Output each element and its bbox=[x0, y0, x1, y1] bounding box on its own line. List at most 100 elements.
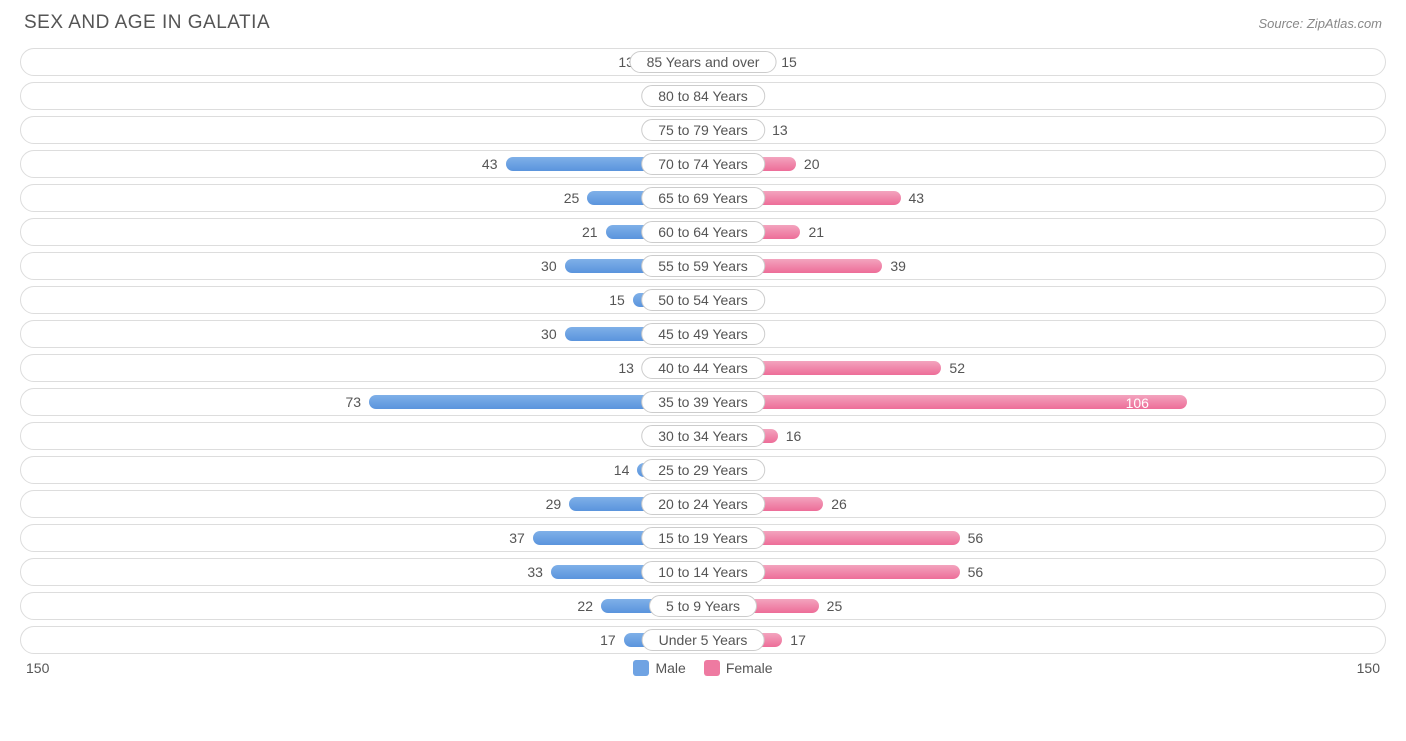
female-value: 39 bbox=[882, 258, 914, 274]
male-half: 30 bbox=[21, 253, 703, 279]
female-half: 43 bbox=[703, 185, 1385, 211]
male-half: 22 bbox=[21, 593, 703, 619]
male-half: 13 bbox=[21, 355, 703, 381]
female-half: 15 bbox=[703, 49, 1385, 75]
chart-row: 5680 to 84 Years bbox=[20, 82, 1386, 110]
male-half: 21 bbox=[21, 219, 703, 245]
age-group-label: 65 to 69 Years bbox=[641, 187, 765, 209]
female-half: 8 bbox=[703, 287, 1385, 313]
chart-row: 73 106 35 to 39 Years bbox=[20, 388, 1386, 416]
axis-max-left: 150 bbox=[26, 660, 49, 676]
chart-row: 15 850 to 54 Years bbox=[20, 286, 1386, 314]
male-value: 33 bbox=[519, 564, 551, 580]
female-half: 13 bbox=[703, 117, 1385, 143]
age-group-label: Under 5 Years bbox=[642, 629, 765, 651]
female-value: 106 bbox=[1118, 395, 1157, 411]
chart-row: 37 56 15 to 19 Years bbox=[20, 524, 1386, 552]
age-group-label: 30 to 34 Years bbox=[641, 425, 765, 447]
chart-row: 30 39 55 to 59 Years bbox=[20, 252, 1386, 280]
chart-row: 30 945 to 49 Years bbox=[20, 320, 1386, 348]
female-half: 9 bbox=[703, 321, 1385, 347]
female-bar: 106 bbox=[705, 395, 1187, 409]
female-half: 25 bbox=[703, 593, 1385, 619]
female-half: 26 bbox=[703, 491, 1385, 517]
legend-item-male: Male bbox=[633, 660, 685, 676]
chart-row: 7 16 30 to 34 Years bbox=[20, 422, 1386, 450]
legend-male-label: Male bbox=[655, 660, 685, 676]
male-value: 15 bbox=[601, 292, 633, 308]
female-value: 21 bbox=[800, 224, 832, 240]
male-half: 29 bbox=[21, 491, 703, 517]
female-value: 56 bbox=[960, 530, 992, 546]
male-half: 30 bbox=[21, 321, 703, 347]
male-half: 4 bbox=[21, 117, 703, 143]
female-value: 25 bbox=[819, 598, 851, 614]
male-value: 14 bbox=[606, 462, 638, 478]
female-half: 6 bbox=[703, 83, 1385, 109]
chart-row: 1717Under 5 Years bbox=[20, 626, 1386, 654]
male-value: 30 bbox=[533, 326, 565, 342]
age-group-label: 70 to 74 Years bbox=[641, 153, 765, 175]
female-half: 16 bbox=[703, 423, 1385, 449]
chart-row: 14525 to 29 Years bbox=[20, 456, 1386, 484]
male-value: 13 bbox=[610, 360, 642, 376]
chart-row: 33 56 10 to 14 Years bbox=[20, 558, 1386, 586]
age-group-label: 75 to 79 Years bbox=[641, 119, 765, 141]
chart-footer: 150 Male Female 150 bbox=[20, 660, 1386, 676]
female-value: 52 bbox=[941, 360, 973, 376]
male-half: 5 bbox=[21, 83, 703, 109]
population-pyramid-chart: 131585 Years and over5680 to 84 Years413… bbox=[20, 48, 1386, 654]
chart-row: 25 43 65 to 69 Years bbox=[20, 184, 1386, 212]
chart-row: 13 1585 Years and over bbox=[20, 48, 1386, 76]
male-half: 15 bbox=[21, 287, 703, 313]
age-group-label: 5 to 9 Years bbox=[649, 595, 757, 617]
male-value: 30 bbox=[533, 258, 565, 274]
male-half: 17 bbox=[21, 627, 703, 653]
male-swatch-icon bbox=[633, 660, 649, 676]
age-group-label: 40 to 44 Years bbox=[641, 357, 765, 379]
female-value: 26 bbox=[823, 496, 855, 512]
age-group-label: 25 to 29 Years bbox=[641, 459, 765, 481]
axis-max-right: 150 bbox=[1357, 660, 1380, 676]
male-half: 37 bbox=[21, 525, 703, 551]
male-value: 73 bbox=[338, 394, 370, 410]
age-group-label: 60 to 64 Years bbox=[641, 221, 765, 243]
female-half: 52 bbox=[703, 355, 1385, 381]
legend-item-female: Female bbox=[704, 660, 773, 676]
chart-row: 292620 to 24 Years bbox=[20, 490, 1386, 518]
female-half: 17 bbox=[703, 627, 1385, 653]
female-half: 39 bbox=[703, 253, 1385, 279]
male-value: 37 bbox=[501, 530, 533, 546]
chart-row: 13 52 40 to 44 Years bbox=[20, 354, 1386, 382]
chart-row: 41375 to 79 Years bbox=[20, 116, 1386, 144]
female-half: 56 bbox=[703, 559, 1385, 585]
male-half: 14 bbox=[21, 457, 703, 483]
legend-female-label: Female bbox=[726, 660, 773, 676]
age-group-label: 85 Years and over bbox=[630, 51, 777, 73]
age-group-label: 10 to 14 Years bbox=[641, 561, 765, 583]
age-group-label: 80 to 84 Years bbox=[641, 85, 765, 107]
male-half: 7 bbox=[21, 423, 703, 449]
male-half: 33 bbox=[21, 559, 703, 585]
female-value: 43 bbox=[901, 190, 933, 206]
female-value: 15 bbox=[773, 54, 805, 70]
male-value: 25 bbox=[556, 190, 588, 206]
age-group-label: 15 to 19 Years bbox=[641, 527, 765, 549]
female-value: 56 bbox=[960, 564, 992, 580]
chart-row: 22 25 5 to 9 Years bbox=[20, 592, 1386, 620]
chart-row: 212160 to 64 Years bbox=[20, 218, 1386, 246]
female-value: 16 bbox=[778, 428, 810, 444]
female-half: 21 bbox=[703, 219, 1385, 245]
female-half: 20 bbox=[703, 151, 1385, 177]
female-value: 17 bbox=[782, 632, 814, 648]
age-group-label: 55 to 59 Years bbox=[641, 255, 765, 277]
male-value: 29 bbox=[538, 496, 570, 512]
age-group-label: 45 to 49 Years bbox=[641, 323, 765, 345]
age-group-label: 35 to 39 Years bbox=[641, 391, 765, 413]
age-group-label: 50 to 54 Years bbox=[641, 289, 765, 311]
male-half: 13 bbox=[21, 49, 703, 75]
male-half: 43 bbox=[21, 151, 703, 177]
female-swatch-icon bbox=[704, 660, 720, 676]
legend: Male Female bbox=[633, 660, 772, 676]
female-value: 20 bbox=[796, 156, 828, 172]
